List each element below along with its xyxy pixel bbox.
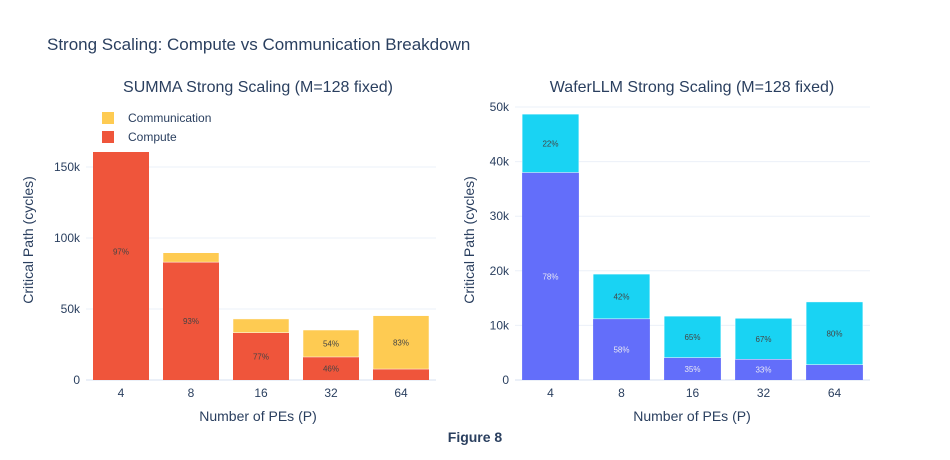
summa-y-ticks: 0 50k 100k 150k	[54, 160, 81, 387]
summa-bar-compute-32[interactable]	[303, 356, 359, 380]
waferllm-bar-label-compute-16: 35%	[684, 365, 700, 374]
figure-caption: Figure 8	[448, 429, 503, 445]
summa-y-tick-label: 150k	[54, 160, 81, 174]
waferllm-y-tick-label: 40k	[490, 155, 510, 169]
waferllm-bar-label-communication-8: 42%	[613, 292, 629, 301]
summa-y-tick-label: 0	[73, 373, 80, 387]
waferllm-bar-label-communication-64: 80%	[826, 329, 842, 338]
waferllm-bar-communication-32[interactable]	[734, 318, 793, 360]
summa-x-axis-title: Number of PEs (P)	[199, 408, 316, 424]
summa-bars	[92, 114, 430, 380]
waferllm-bar-label-compute-8: 58%	[613, 345, 629, 354]
summa-bar-compute-64[interactable]	[373, 369, 429, 380]
waferllm-x-tick-label: 16	[686, 386, 700, 400]
summa-x-tick-label: 16	[254, 386, 268, 400]
summa-bar-labels: 97% 93% 77% 46% 54% 83%	[113, 247, 409, 373]
waferllm-bar-compute-8[interactable]	[593, 318, 650, 380]
summa-subplot: 97% 93% 77% 46% 54% 83% 0 50k 100k 150k 4 8 16 32 64…	[20, 79, 436, 424]
summa-bar-communication-64[interactable]	[372, 315, 430, 370]
waferllm-y-tick-label: 0	[502, 373, 509, 387]
summa-bar-label-compute-32: 46%	[323, 364, 339, 373]
summa-bar-communication-8[interactable]	[162, 252, 220, 263]
waferllm-x-tick-label: 8	[618, 386, 625, 400]
waferllm-x-axis-title: Number of PEs (P)	[633, 408, 750, 424]
summa-x-tick-label: 64	[394, 386, 408, 400]
waferllm-bar-compute-64[interactable]	[806, 364, 863, 380]
waferllm-bar-compute-32[interactable]	[735, 359, 792, 380]
waferllm-subplot: 78%22%58%42%35%65%33%67%80% 010k20k30k40…	[461, 79, 870, 424]
summa-y-tick-label: 50k	[61, 302, 81, 316]
summa-bar-label-compute-16: 77%	[253, 352, 269, 361]
waferllm-x-tick-label: 32	[757, 386, 771, 400]
summa-bar-communication-16[interactable]	[232, 318, 290, 333]
summa-bar-label-communication-32: 54%	[323, 340, 339, 349]
summa-title: SUMMA Strong Scaling (M=128 fixed)	[123, 79, 393, 96]
legend-swatch-communication[interactable]	[102, 112, 114, 124]
waferllm-bar-compute-4[interactable]	[522, 172, 579, 380]
waferllm-bar-communication-16[interactable]	[663, 315, 722, 358]
summa-y-axis-title: Critical Path (cycles)	[20, 176, 36, 304]
waferllm-title: WaferLLM Strong Scaling (M=128 fixed)	[550, 79, 834, 96]
legend-label-compute[interactable]: Compute	[128, 130, 177, 144]
waferllm-y-tick-label: 10k	[490, 318, 510, 332]
summa-bar-communication-32[interactable]	[302, 329, 360, 358]
legend-swatch-compute[interactable]	[102, 131, 114, 143]
waferllm-bar-labels: 78% 22% 58% 42% 35% 65% 33% 67% 80%	[542, 139, 842, 374]
waferllm-bar-label-compute-32: 33%	[755, 366, 771, 375]
waferllm-bar-label-communication-4: 22%	[542, 139, 558, 148]
waferllm-bar-label-communication-32: 67%	[755, 335, 771, 344]
summa-bar-label-compute-4: 97%	[113, 247, 129, 256]
figure-title: Strong Scaling: Compute vs Communication…	[47, 35, 470, 54]
waferllm-x-tick-label: 64	[828, 386, 842, 400]
legend-label-communication[interactable]: Communication	[128, 111, 211, 125]
summa-x-ticks: 4 8 16 32 64	[118, 386, 408, 400]
waferllm-bar-communication-64[interactable]	[805, 301, 864, 365]
summa-x-tick-label: 8	[188, 386, 195, 400]
waferllm-bar-communication-8[interactable]	[592, 273, 651, 320]
waferllm-y-tick-label: 20k	[490, 264, 510, 278]
summa-bar-compute-16[interactable]	[233, 332, 289, 380]
waferllm-bar-communication-4[interactable]	[521, 113, 580, 173]
waferllm-y-axis-title: Critical Path (cycles)	[461, 176, 477, 304]
legend: Communication Compute	[88, 110, 228, 152]
summa-y-tick-label: 100k	[54, 231, 81, 245]
summa-bar-compute-4[interactable]	[93, 122, 149, 380]
summa-x-tick-label: 32	[324, 386, 338, 400]
waferllm-y-tick-label: 30k	[490, 209, 510, 223]
waferllm-x-ticks: 4 8 16 32 64	[547, 386, 841, 400]
waferllm-x-tick-label: 4	[547, 386, 554, 400]
summa-bar-label-compute-8: 93%	[183, 317, 199, 326]
waferllm-bar-label-compute-4: 78%	[542, 272, 558, 281]
summa-bar-label-communication-64: 83%	[393, 338, 409, 347]
waferllm-bars	[521, 113, 864, 380]
waferllm-bar-label-communication-16: 65%	[684, 333, 700, 342]
summa-bar-compute-8[interactable]	[163, 262, 219, 380]
waferllm-bar-compute-16[interactable]	[664, 357, 721, 380]
waferllm-y-tick-label: 50k	[490, 100, 510, 114]
waferllm-y-ticks: 0 10k 20k 30k 40k 50k	[490, 100, 510, 387]
summa-x-tick-label: 4	[118, 386, 125, 400]
